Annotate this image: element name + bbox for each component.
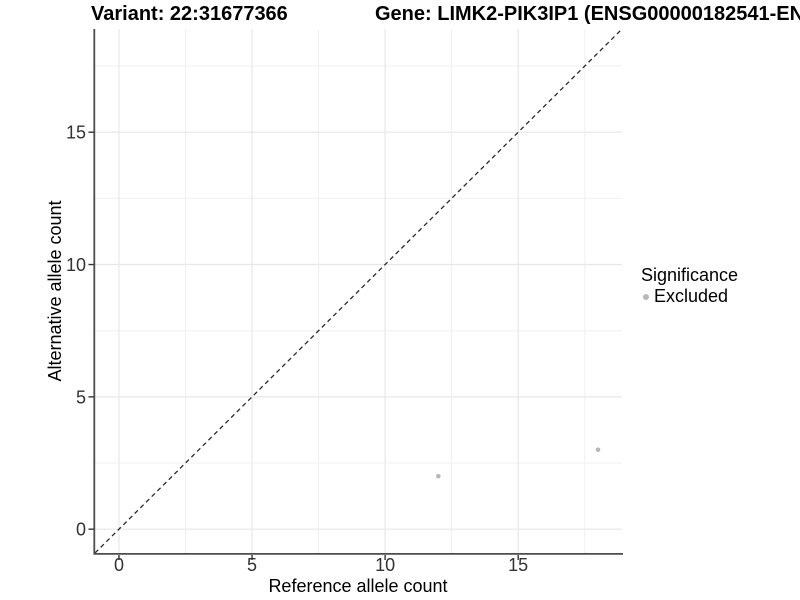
- legend: Significance Excluded: [641, 265, 738, 306]
- legend-item-label: Excluded: [654, 286, 729, 306]
- plot-title-gene: Gene: LIMK2-PIK3IP1 (ENSG00000182541-EN: [375, 3, 800, 25]
- y-axis-title: Alternative allele count: [45, 200, 65, 382]
- x-axis-title: Reference allele count: [268, 576, 448, 596]
- legend-title: Significance: [641, 265, 739, 285]
- data-point: [436, 473, 441, 479]
- y-tick-label: 0: [76, 520, 86, 540]
- y-tick-label: 15: [66, 123, 86, 143]
- data-points: [436, 447, 601, 479]
- gridlines-minor: [95, 29, 622, 553]
- plot-title-variant: Variant: 22:31677366: [91, 3, 288, 25]
- x-tick-label: 0: [114, 555, 124, 575]
- data-point: [595, 447, 601, 453]
- x-tick-label: 15: [508, 555, 528, 575]
- gridlines-major: [95, 29, 622, 553]
- y-tick-label: 10: [66, 255, 86, 275]
- y-tick-label: 5: [76, 387, 86, 407]
- legend-item-excluded: Excluded: [641, 287, 738, 306]
- y-tick-labels: 0 5 10 15: [66, 123, 86, 540]
- x-tick-label: 10: [375, 555, 395, 575]
- identity-reference-line: [94, 28, 623, 554]
- axis-lines: [93, 29, 623, 555]
- tick-marks: [88, 131, 519, 560]
- x-tick-label: 5: [247, 555, 257, 575]
- legend-key-dot-icon: [643, 293, 649, 300]
- x-tick-labels: 0 5 10 15: [114, 555, 528, 575]
